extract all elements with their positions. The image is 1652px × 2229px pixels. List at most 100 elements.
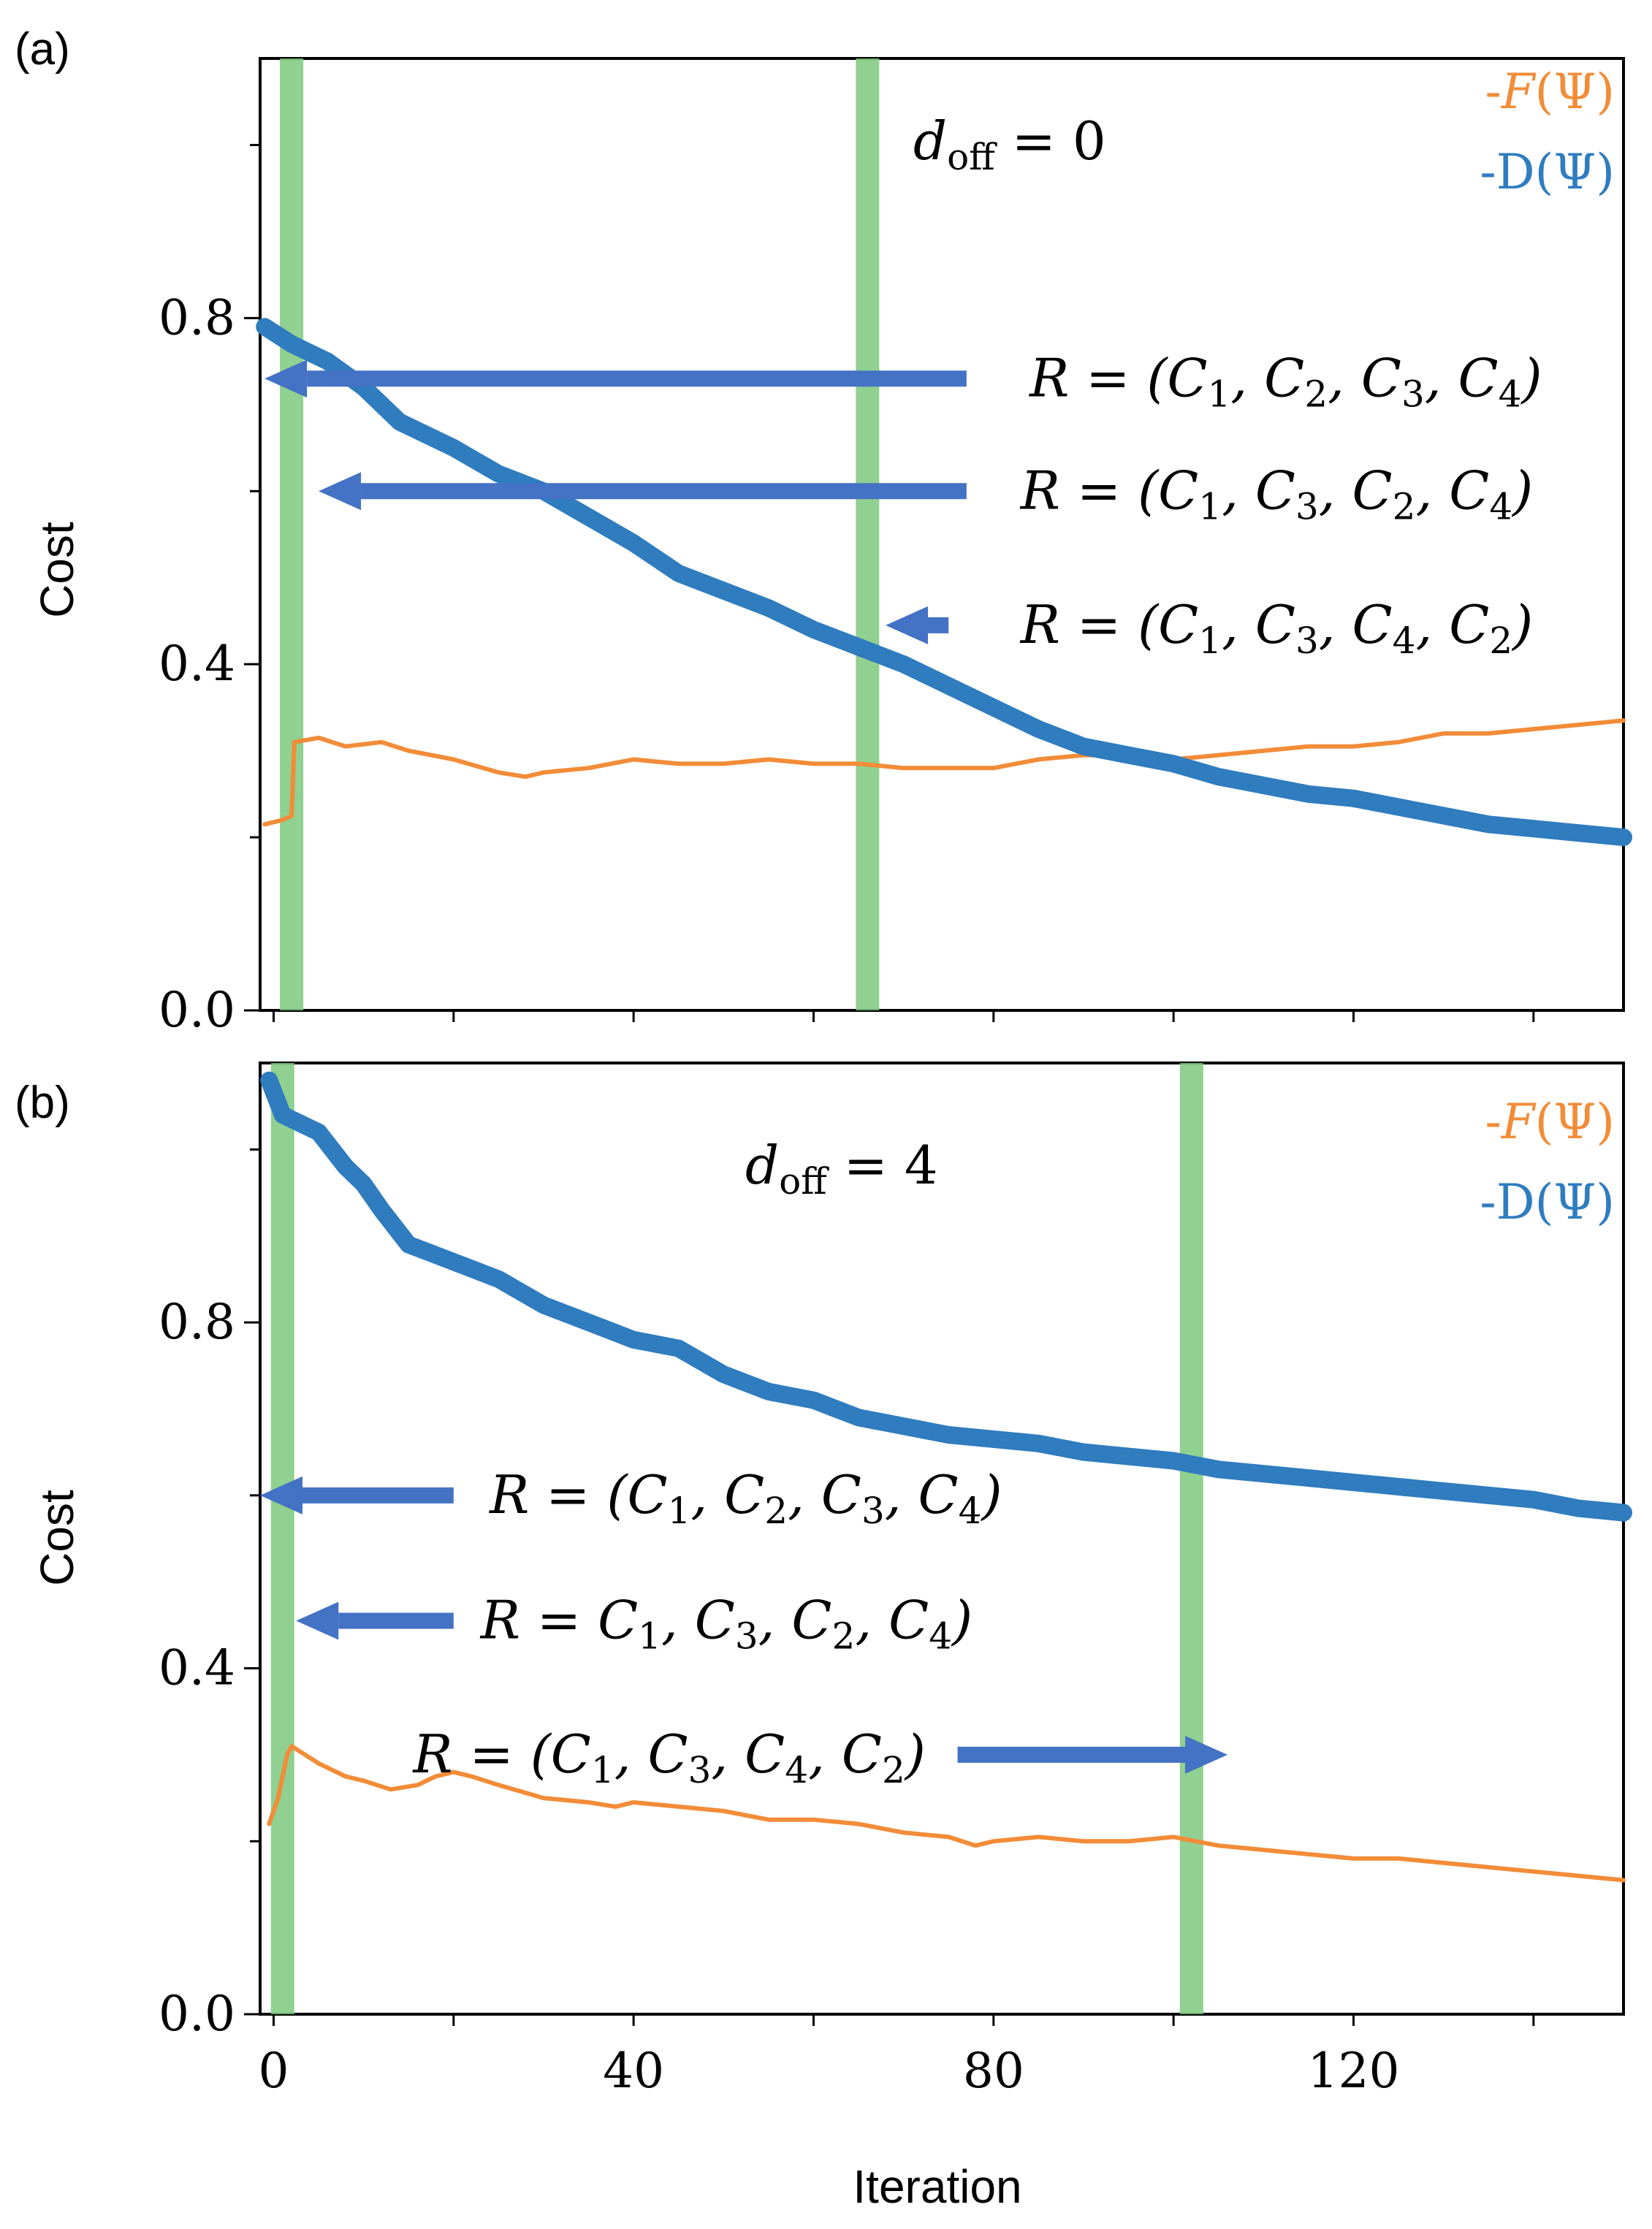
label-part: , C: [614, 1723, 688, 1785]
arrow-label: R = (C1, C3, C2, C4): [1019, 460, 1533, 527]
label-subscript: 4: [1393, 620, 1416, 662]
label-subscript: 3: [688, 1749, 712, 1791]
arrow-head: [886, 606, 929, 644]
label-part: R = C: [479, 1589, 638, 1650]
label-part: , C: [855, 1589, 929, 1650]
legend-entry: -F(Ψ): [1485, 64, 1615, 120]
series-group: [256, 318, 1632, 847]
label-part: , C: [661, 1589, 735, 1650]
label-subscript: 2: [1393, 485, 1416, 527]
plot-frame: [259, 57, 1625, 1012]
series-d-line: [256, 318, 1632, 847]
legend: -F(Ψ) -D(Ψ): [1480, 64, 1615, 200]
label-subscript: 3: [1295, 620, 1319, 662]
annotation-main: d: [745, 1135, 779, 1196]
highlight-bands: [280, 58, 880, 1010]
label-subscript: 1: [638, 1615, 661, 1657]
legend: -F(Ψ)-D(Ψ): [1480, 1094, 1615, 1230]
y-tick-label: 0.4: [159, 1640, 235, 1696]
panel-label: (b): [15, 1078, 70, 1128]
series-group: [260, 1071, 1632, 1883]
arrow-annotations: R = (C1, C2, C3, C4)R = (C1, C3, C2, C4)…: [264, 347, 1542, 662]
arrow-label: R = (C1, C3, C4, C2): [411, 1723, 925, 1791]
label-part: , C: [1425, 347, 1499, 408]
axis-ticks: 0.0 0.4 0.8: [159, 143, 1535, 1038]
d-off-annotation: doff = 4: [745, 1135, 938, 1203]
legend-prefix: -: [1485, 1094, 1501, 1150]
series-f-line: [262, 718, 1626, 827]
label-part: R = (C: [1019, 460, 1199, 521]
annotation-main: d: [913, 110, 947, 172]
legend-arg: (Ψ): [1535, 1174, 1615, 1230]
highlight-band: [270, 1063, 294, 2014]
label-part: ): [951, 1589, 972, 1650]
arrow-head: [1185, 1735, 1228, 1774]
arrow-label: R = (C1, C2, C3, C4): [488, 1464, 1002, 1532]
label-part: R = (C: [488, 1464, 668, 1525]
d-off-annotation: doff = 0: [913, 110, 1106, 178]
label-subscript: 4: [785, 1749, 808, 1791]
arrow-label: R = C1, C3, C2, C4): [479, 1589, 972, 1657]
annotation-tail: = 0: [995, 110, 1106, 172]
label-subscript: 1: [1198, 620, 1222, 662]
label-part: R = (C: [1028, 347, 1208, 408]
legend-entry: -D(Ψ): [1480, 144, 1615, 200]
x-tick-label: 80: [963, 2043, 1024, 2099]
legend-fn: D: [1496, 144, 1535, 200]
x-axis-label: Iteration: [853, 2160, 1021, 2213]
label-subscript: 2: [1489, 620, 1512, 662]
y-tick-label: 0.0: [159, 982, 235, 1038]
y-tick-label: 0.4: [159, 636, 235, 692]
series-f-line: [267, 1744, 1626, 1883]
highlight-bands: [270, 1063, 1203, 2014]
legend-arg: (Ψ): [1535, 64, 1615, 120]
legend-arg: (Ψ): [1535, 1094, 1615, 1150]
label-part: , C: [711, 1723, 785, 1785]
y-axis-label: Cost: [31, 1490, 83, 1586]
legend-entry: -F(Ψ): [1485, 1094, 1615, 1150]
series-d-line: [260, 1071, 1632, 1522]
label-part: , C: [1319, 460, 1393, 521]
legend-prefix: -: [1480, 1174, 1496, 1230]
label-part: , C: [788, 1464, 861, 1525]
panel-a: (a) 0.00.40.8 R = (C1, C2, C3, C4)R = (C…: [15, 24, 1632, 1038]
label-part: , C: [1319, 594, 1393, 655]
y-tick-label: 0.0: [159, 1986, 235, 2042]
legend-fn: D: [1496, 1174, 1535, 1230]
label-subscript: 1: [1208, 373, 1231, 415]
label-part: , C: [1222, 460, 1295, 521]
annotation-tail: = 4: [827, 1135, 938, 1196]
label-part: ): [904, 1723, 926, 1785]
arrow-head: [260, 1476, 302, 1514]
y-axis-label: Cost: [31, 522, 83, 618]
x-tick-label: 40: [603, 2043, 664, 2099]
label-subscript: 1: [668, 1490, 691, 1532]
highlight-band: [280, 58, 304, 1010]
legend-entry: -D(Ψ): [1480, 1174, 1615, 1230]
y-tick-label: 0.8: [159, 289, 235, 346]
label-part: ): [1520, 347, 1542, 408]
panel-label: (a): [15, 24, 70, 75]
plot-frame: [259, 1062, 1625, 2016]
x-tick-label: 120: [1308, 2043, 1400, 2099]
label-subscript: 2: [832, 1615, 856, 1657]
annotation-sub: off: [779, 1160, 829, 1203]
label-part: , C: [1415, 460, 1489, 521]
label-subscript: 2: [882, 1749, 905, 1791]
arrow-head: [319, 472, 362, 511]
label-part: ): [1511, 594, 1533, 655]
y-tick-label: 0.8: [159, 1294, 235, 1350]
label-subscript: 1: [1198, 485, 1222, 527]
label-subscript: 3: [1401, 373, 1425, 415]
label-subscript: 3: [1295, 485, 1319, 527]
label-part: ): [980, 1464, 1002, 1525]
label-part: , C: [690, 1464, 764, 1525]
label-subscript: 1: [591, 1749, 614, 1791]
label-part: , C: [885, 1464, 959, 1525]
label-part: ): [1511, 460, 1533, 521]
label-part: , C: [1222, 594, 1295, 655]
label-subscript: 3: [861, 1490, 885, 1532]
label-subscript: 4: [1499, 373, 1522, 415]
label-subscript: 4: [959, 1490, 982, 1532]
